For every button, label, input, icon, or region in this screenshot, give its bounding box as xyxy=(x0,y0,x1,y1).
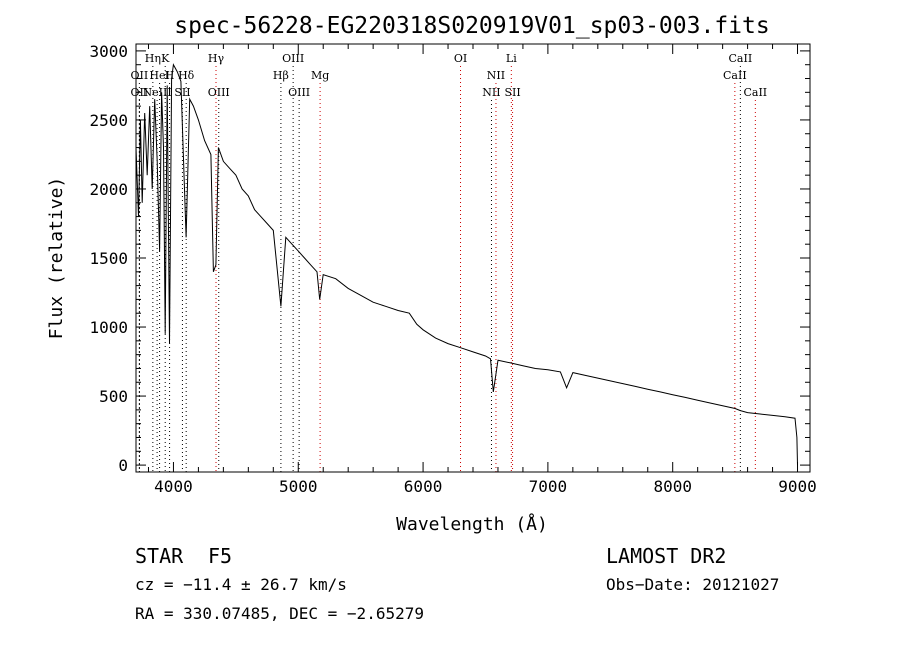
spectral-line-label: Hβ xyxy=(273,69,289,82)
spectral-line-label: OII xyxy=(131,69,149,82)
spectral-line-label: OIII xyxy=(288,86,310,99)
spectral-line-label: CaII xyxy=(729,52,753,65)
spectral-line-label: K xyxy=(161,52,170,65)
spectral-line-label: Hη xyxy=(145,52,161,65)
x-tick-label: 8000 xyxy=(653,477,692,496)
object-subclass: F5 xyxy=(208,544,232,568)
y-tick-label: 3000 xyxy=(89,42,128,61)
spectral-line-label: SII xyxy=(504,86,520,99)
x-tick-label: 9000 xyxy=(778,477,817,496)
spectral-line-label: NII xyxy=(487,69,505,82)
y-tick-label: 2500 xyxy=(89,111,128,130)
y-tick-label: 500 xyxy=(99,387,128,406)
y-tick-label: 1500 xyxy=(89,249,128,268)
spectral-line-label: Li xyxy=(506,52,517,65)
spectral-line-label: Hδ xyxy=(178,69,195,82)
y-axis-label: Flux (relative) xyxy=(46,177,67,340)
y-tick-label: 0 xyxy=(118,456,128,475)
x-tick-label: 5000 xyxy=(279,477,318,496)
spectral-line-label: CaII xyxy=(743,86,767,99)
y-axis: 0 500 1000 1500 2000 2500 3000 xyxy=(89,42,810,475)
survey-name: LAMOST DR2 xyxy=(606,544,726,568)
redshift-value: cz = −11.4 ± 26.7 km/s xyxy=(135,575,347,594)
spectral-line-label: Hγ xyxy=(208,52,225,65)
observation-date: Obs−Date: 20121027 xyxy=(606,575,779,594)
spectral-line-label: OIII xyxy=(208,86,230,99)
spectral-line-label: HeI xyxy=(149,69,169,82)
spectral-line-label: OI xyxy=(454,52,467,65)
spectral-line-label: CaII xyxy=(723,69,747,82)
y-tick-label: 1000 xyxy=(89,318,128,337)
x-tick-label: 4000 xyxy=(154,477,193,496)
spectral-line-label: NeIII xyxy=(143,86,172,99)
spectrum-series-line xyxy=(135,63,798,466)
x-tick-label: 7000 xyxy=(529,477,568,496)
spectral-line-label: OIII xyxy=(282,52,304,65)
x-tick-label: 6000 xyxy=(404,477,443,496)
x-axis-label: Wavelength (Å) xyxy=(396,513,548,535)
plot-frame xyxy=(135,43,811,473)
spectral-line-label: SII xyxy=(174,86,190,99)
y-tick-label: 2000 xyxy=(89,180,128,199)
spectral-line-label: Mg xyxy=(311,69,329,82)
chart-title: spec-56228-EG220318S020919V01_sp03-003.f… xyxy=(174,13,769,39)
x-axis: 4000 5000 6000 7000 8000 9000 xyxy=(147,44,817,496)
spectral-line-label: H xyxy=(165,69,175,82)
spectral-line-label: NII xyxy=(482,86,500,99)
object-class: STAR xyxy=(135,544,184,568)
sky-coordinates: RA = 330.07485, DEC = −2.65279 xyxy=(135,604,424,623)
